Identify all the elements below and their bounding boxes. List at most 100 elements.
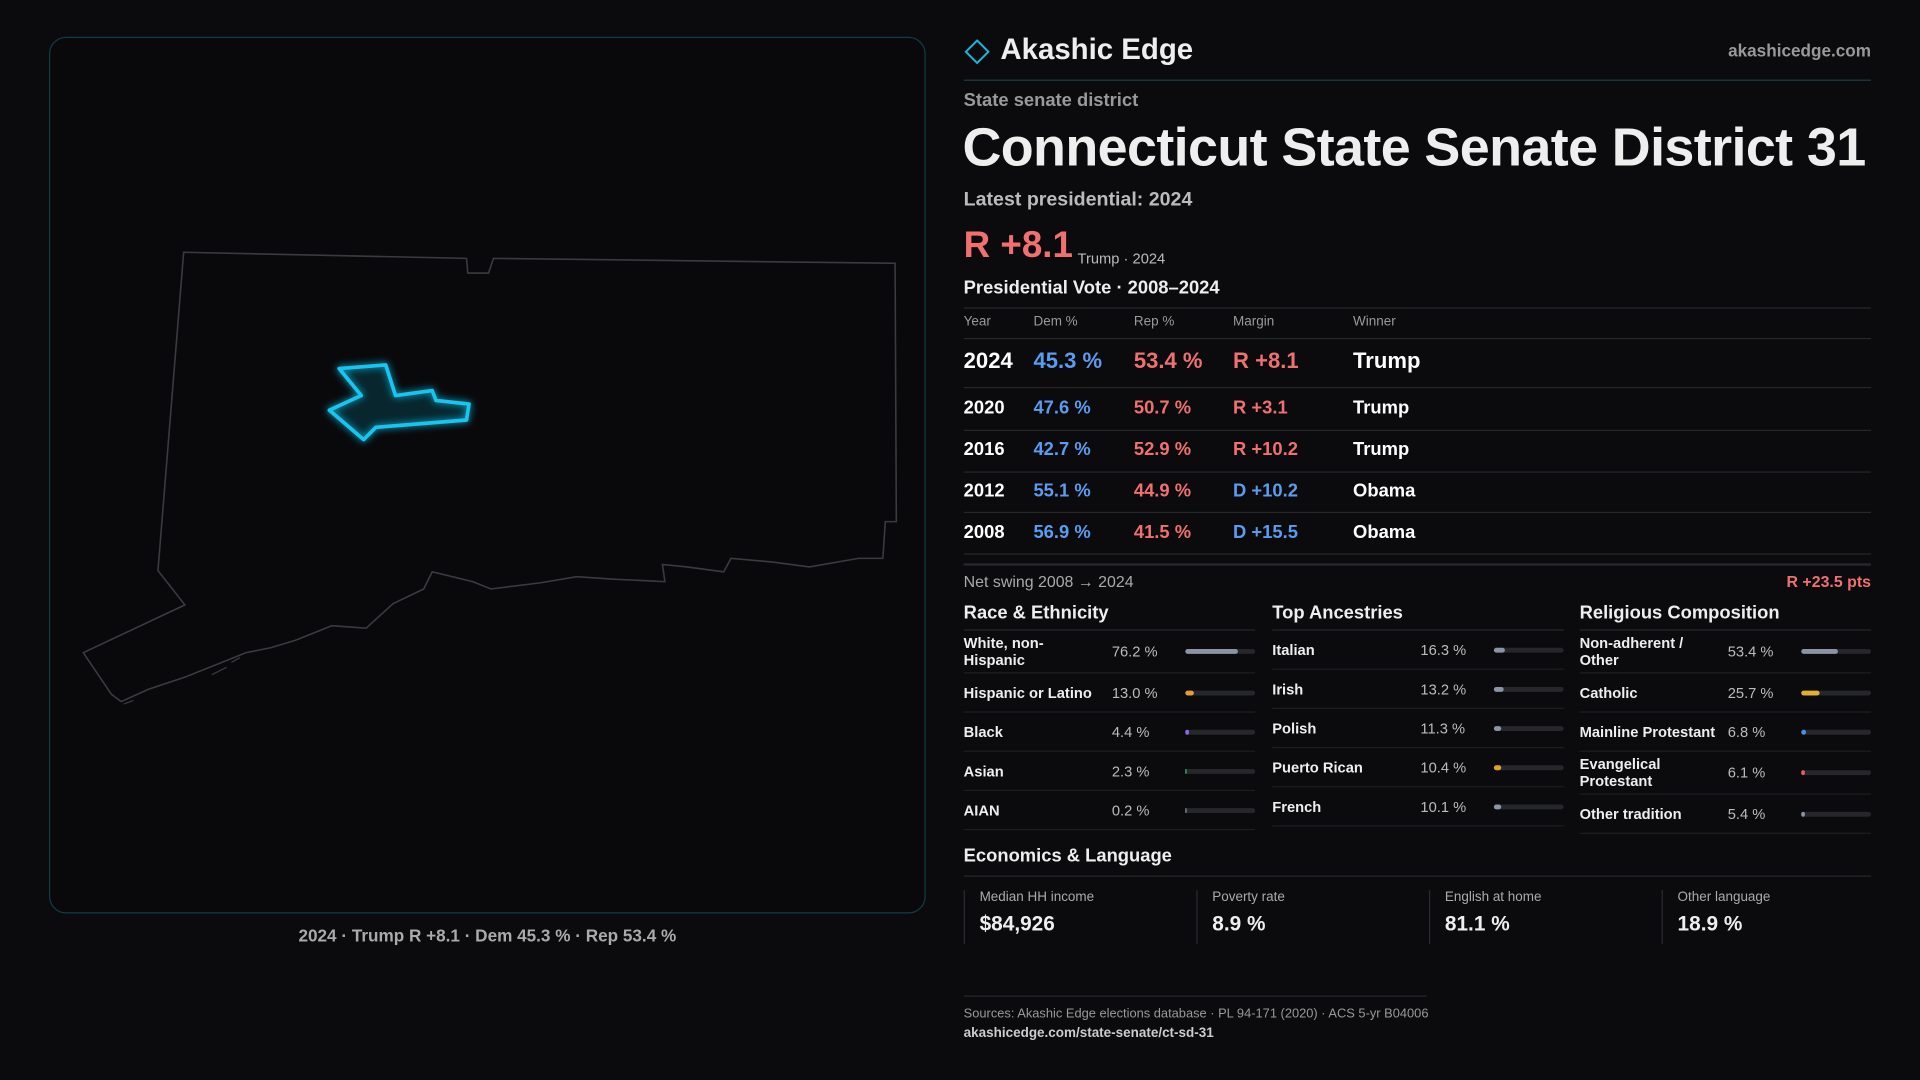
brand-name: Akashic Edge (1000, 33, 1194, 67)
row-name: Black (963, 723, 1003, 741)
bar (1493, 725, 1502, 731)
bar (1801, 690, 1820, 695)
bar (1493, 647, 1506, 653)
breakdown-column: Top Ancestries Italian 16.3 % Irish 13.2 % Po… (1272, 600, 1564, 827)
cell-winner: Trump (1353, 438, 1410, 460)
bar-track (1801, 690, 1872, 695)
row-divider (963, 337, 1872, 340)
cell-margin: R +10.2 (1233, 438, 1298, 460)
econ-label: Other language (1677, 890, 1771, 905)
bar-track (1185, 690, 1256, 695)
row-value: 10.1 % (1420, 797, 1467, 815)
column-header: Year (963, 314, 991, 330)
row-value: 25.7 % (1727, 683, 1774, 702)
cell-dem: 42.7 % (1033, 438, 1091, 460)
row-name: French (1272, 797, 1322, 815)
cell-year: 2012 (963, 480, 1005, 502)
breakdown-column: Race & Ethnicity White, non-Hispanic 76.2 … (963, 600, 1256, 831)
bar-track (1185, 648, 1256, 654)
bar (1801, 648, 1839, 654)
coast-islands (123, 657, 241, 705)
map (82, 251, 898, 705)
cell-rep: 41.5 % (1133, 522, 1192, 544)
cell-margin: D +15.5 (1233, 522, 1298, 544)
breakdown-row: Puerto Rican 10.4 % (1272, 748, 1564, 788)
breakdown-row: AIAN 0.2 % (963, 791, 1256, 831)
bar (1185, 768, 1187, 774)
row-divider (963, 553, 1872, 555)
bar-track (1493, 803, 1564, 809)
bar (1185, 729, 1189, 735)
row-value: 2.3 % (1111, 762, 1150, 780)
swing-label: Net swing 2008 → 2024 (963, 572, 1134, 591)
row-name: Non-adherent / Other (1579, 634, 1684, 669)
section-title: Religious Composition (1579, 600, 1872, 631)
bar-track (1801, 811, 1872, 817)
bar-track (1493, 647, 1564, 653)
row-name: Irish (1272, 680, 1304, 698)
cell-dem: 47.6 % (1033, 397, 1091, 419)
row-name: White, non-Hispanic (963, 634, 1044, 669)
row-name: Puerto Rican (1272, 758, 1363, 776)
latest-margin: R +8.1 (963, 225, 1073, 266)
breakdown-column: Religious Composition Non-adherent / Othe… (1579, 600, 1872, 834)
cell-year: 2024 (963, 348, 1013, 373)
row-divider (963, 307, 1872, 309)
bar-track (1801, 770, 1872, 776)
section-title: Race & Ethnicity (963, 600, 1256, 631)
bar (1493, 803, 1501, 809)
econ-value: 8.9 % (1212, 912, 1266, 936)
cell-winner: Obama (1353, 480, 1416, 502)
row-name: Other tradition (1579, 805, 1682, 823)
brand-url[interactable]: akashicedge.com (1728, 40, 1872, 60)
breakdown-row: Polish 11.3 % (1272, 709, 1564, 749)
row-divider (963, 386, 1872, 389)
cell-rep: 50.7 % (1133, 397, 1192, 419)
page-title: Connecticut State Senate District 31 (962, 117, 1866, 178)
breakdown-row: Catholic 25.7 % (1579, 673, 1872, 713)
econ-value: 18.9 % (1677, 912, 1743, 936)
cell-winner: Trump (1353, 397, 1410, 419)
econ-value: 81.1 % (1444, 912, 1510, 936)
breakdown-row: Irish 13.2 % (1272, 670, 1564, 709)
bar (1801, 811, 1805, 817)
bar (1493, 764, 1502, 770)
row-value: 11.3 % (1420, 719, 1466, 737)
row-value: 16.3 % (1420, 641, 1467, 659)
page-link[interactable]: akashicedge.com/state-senate/ct-sd-31 (963, 1026, 1214, 1041)
cell-rep: 53.4 % (1133, 348, 1203, 373)
bar (1801, 770, 1806, 776)
row-value: 4.4 % (1111, 723, 1150, 741)
bar-track (1185, 768, 1256, 774)
row-divider (963, 471, 1872, 473)
table-title: Presidential Vote · 2008–2024 (963, 277, 1220, 299)
divider (963, 563, 1872, 566)
breakdown-row: Hispanic or Latino 13.0 % (963, 673, 1256, 713)
bar-track (1185, 807, 1256, 813)
row-name: Asian (963, 762, 1004, 780)
cell-margin: R +8.1 (1233, 348, 1299, 373)
econ-title: Economics & Language (963, 845, 1172, 867)
cell-rep: 44.9 % (1133, 480, 1192, 502)
row-value: 6.1 % (1727, 764, 1766, 782)
row-name: Polish (1272, 719, 1317, 737)
column-header: Margin (1233, 314, 1275, 330)
breakdown-row: Mainline Protestant 6.8 % (1579, 713, 1872, 752)
row-value: 10.4 % (1420, 758, 1467, 776)
column-header: Winner (1353, 314, 1396, 330)
breakdown-row: Italian 16.3 % (1272, 631, 1564, 670)
cell-winner: Obama (1353, 522, 1416, 544)
map-panel (48, 36, 926, 914)
breakdown-row: Asian 2.3 % (963, 752, 1256, 792)
bar-track (1493, 764, 1564, 770)
econ-card: Other language 18.9 % (1661, 890, 1896, 945)
logo-icon (964, 39, 990, 65)
row-value: 13.2 % (1420, 680, 1467, 698)
latest-note: Trump · 2024 (1077, 249, 1166, 267)
breakdown-row: Black 4.4 % (963, 713, 1256, 752)
breakdown-row: Other tradition 5.4 % (1579, 795, 1872, 834)
row-name: Italian (1272, 641, 1315, 659)
econ-label: English at home (1444, 890, 1542, 905)
